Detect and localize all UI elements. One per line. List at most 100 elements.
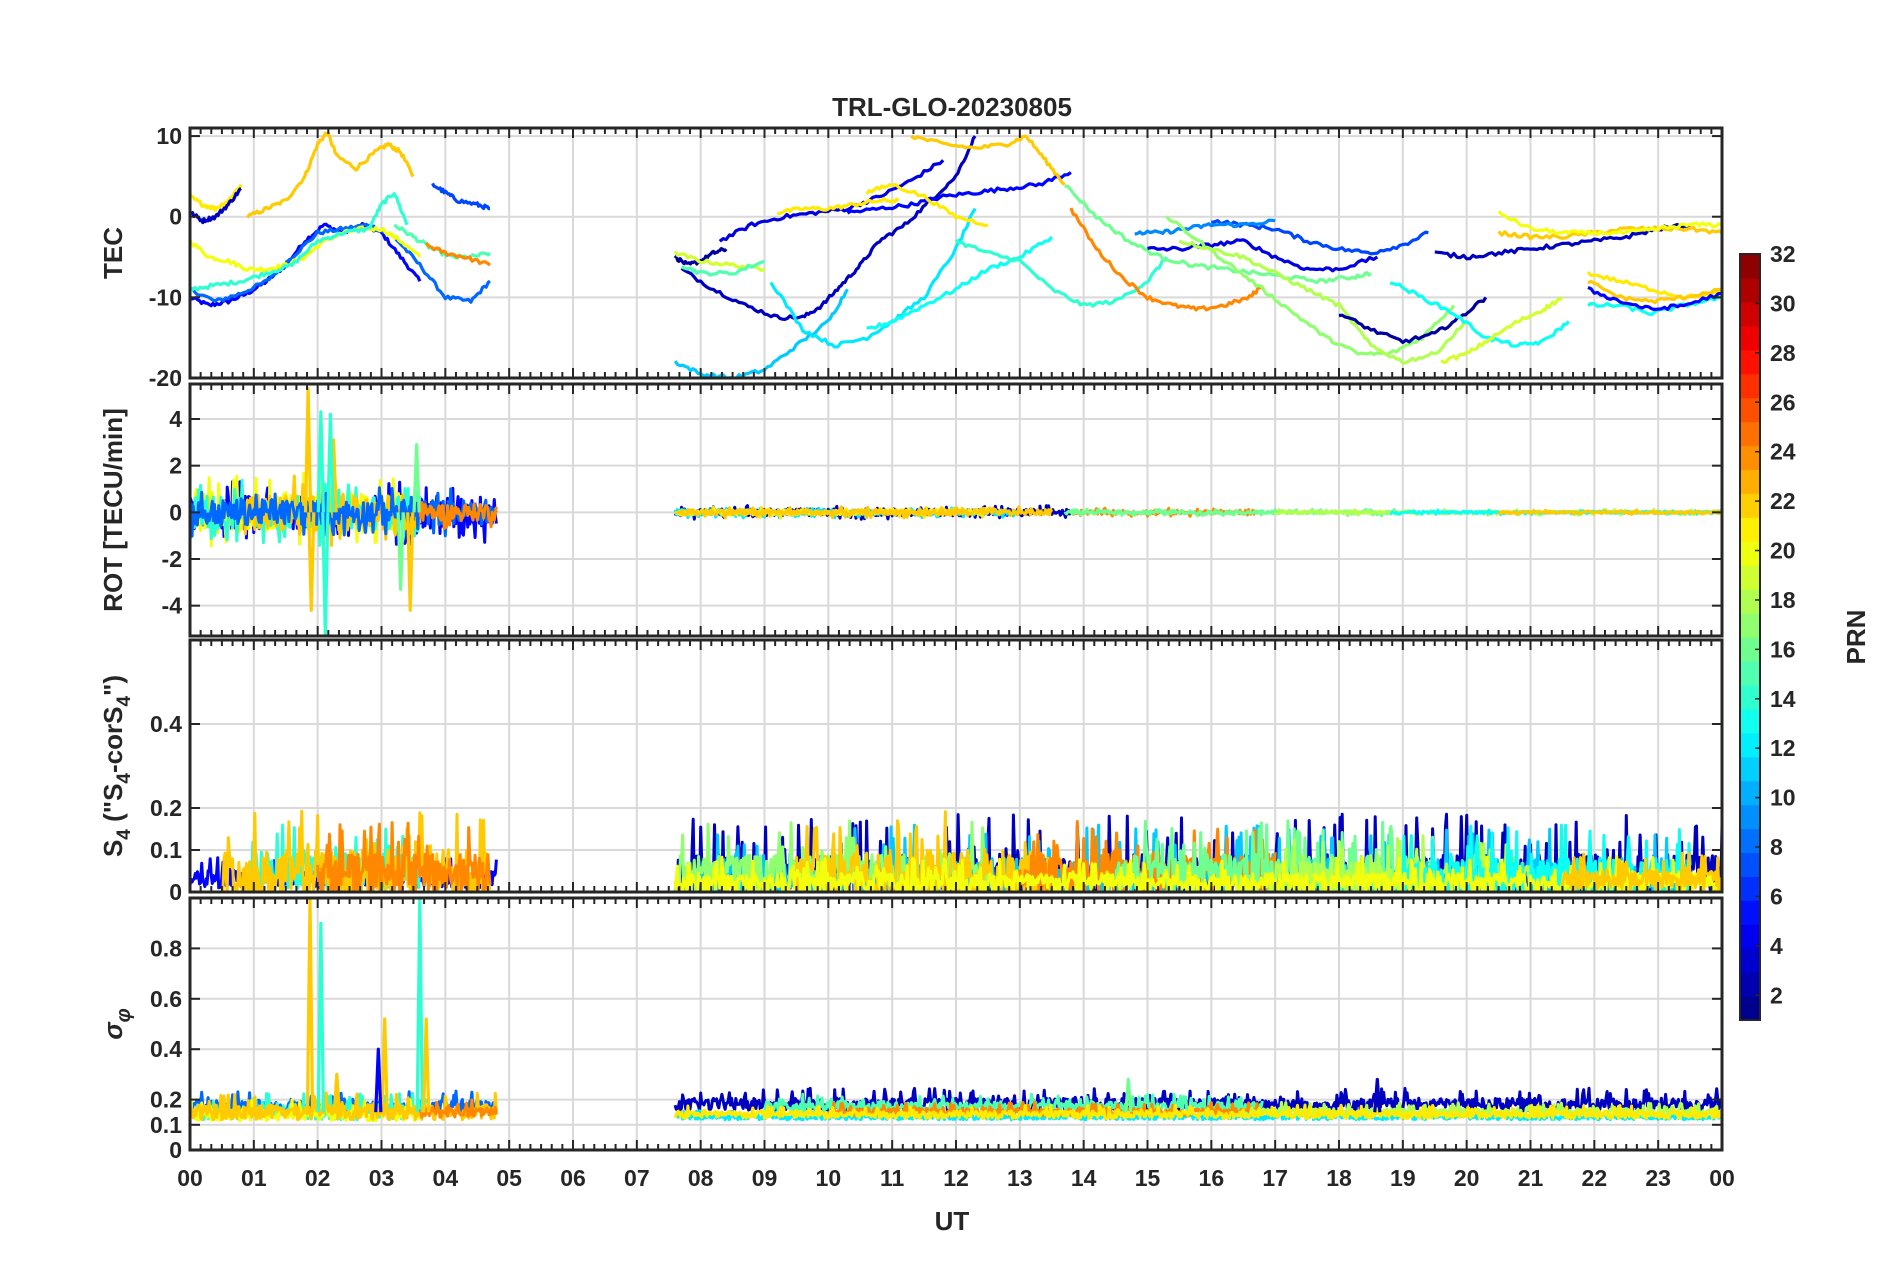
spike-prn-14-1 — [316, 921, 326, 1113]
colorbar-band — [1740, 684, 1760, 710]
series-prn-14-20 — [954, 238, 1169, 308]
spike-prn-22-6 — [406, 512, 415, 612]
spike-prn-14-5 — [415, 898, 424, 1113]
colorbar-band — [1740, 277, 1760, 303]
colorbar-band — [1740, 421, 1760, 447]
colorbar-tick-label: 16 — [1770, 636, 1796, 662]
x-axis-label: UT — [935, 1206, 970, 1236]
colorbar-tick-label: 4 — [1770, 933, 1783, 959]
x-tick-label: 00 — [1709, 1165, 1735, 1191]
y-tick-label: 4 — [169, 406, 182, 432]
spike-prn-22-2 — [332, 1072, 341, 1113]
noise-prn-24-4 — [418, 1098, 498, 1119]
spike-prn-14-2 — [316, 410, 326, 513]
panel-tec: -20 -10 0 10 TEC — [98, 123, 1724, 391]
y-axis-label-tec: TEC — [98, 227, 128, 279]
colorbar-band — [1740, 996, 1760, 1021]
colorbar-frame — [1739, 253, 1761, 1021]
colorbar-tick-label: 32 — [1770, 241, 1796, 267]
colorbar-tick-label: 10 — [1770, 785, 1796, 811]
series-prn-19-32 — [1440, 296, 1564, 365]
y-tick-label: 0.6 — [150, 986, 182, 1012]
series-prn-2-11 — [673, 247, 728, 266]
y-tick-label: 0.2 — [150, 795, 182, 821]
series-prn-13-19 — [866, 235, 1054, 330]
y-tick-label: 0.1 — [150, 837, 182, 863]
chart-title: TRL-GLO-20230805 — [832, 92, 1072, 122]
x-tick-label: 22 — [1582, 1165, 1608, 1191]
colorbar-tick-label: 12 — [1770, 735, 1796, 761]
y-axis-label-rot: ROT [TECU/min] — [98, 408, 128, 612]
colorbar-band — [1740, 517, 1760, 542]
x-tick-label: 06 — [560, 1165, 586, 1191]
series-prn-21-22 — [865, 182, 989, 228]
noise-prn-8-4 — [190, 486, 498, 538]
series-prn-13-31 — [1389, 281, 1570, 348]
y-tick-label: 10 — [156, 123, 182, 149]
noise-prn-22-13 — [1560, 851, 1722, 892]
y-tick-label: -2 — [162, 546, 182, 572]
panel-s4: 0 0.1 0.2 0.4 S4 ("S4-corS4") — [98, 638, 1724, 905]
colorbar-band — [1740, 349, 1760, 375]
series-prn-4-27 — [1147, 238, 1379, 273]
x-tick-label: 01 — [241, 1165, 267, 1191]
colorbar-band — [1740, 397, 1760, 423]
colorbar-band — [1740, 589, 1760, 614]
colorbar-band — [1740, 613, 1760, 638]
series-prn-12-18 — [769, 207, 977, 349]
y-tick-label: -10 — [149, 284, 182, 310]
colorbar-tick-label: 2 — [1770, 982, 1783, 1008]
x-ticks — [189, 640, 1723, 893]
colorbar-band — [1740, 565, 1760, 590]
panel-rot: -4 -2 0 2 4 ROT [TECU/min] — [98, 382, 1724, 638]
series-prn-3-9 — [190, 187, 242, 225]
x-tick-label: 00 — [177, 1165, 203, 1191]
colorbar-tick-label: 22 — [1770, 488, 1796, 514]
colorbar-tick-label: 30 — [1770, 290, 1796, 316]
x-ticks — [189, 384, 1723, 636]
x-tick-label: 04 — [433, 1165, 459, 1191]
colorbar-band — [1740, 852, 1760, 877]
series-prn-20-3 — [190, 225, 422, 273]
series-prn-24-24 — [1069, 207, 1264, 312]
x-tick-label: 15 — [1135, 1165, 1161, 1191]
series-prn-15-16 — [680, 259, 766, 277]
colorbar-band — [1740, 660, 1760, 686]
x-tick-label: 23 — [1645, 1165, 1671, 1191]
spike-prn-22-3 — [380, 1017, 389, 1113]
x-tick-labels: 00 01 02 03 04 05 06 07 08 09 10 11 12 13 14 15 16 17 18 19… — [177, 1165, 1735, 1191]
spike-prn-16-5 — [396, 512, 405, 591]
x-tick-label: 03 — [369, 1165, 395, 1191]
colorbar-band — [1740, 708, 1760, 734]
y-axis-label-s4: S4 ("S4-corS4") — [98, 675, 135, 857]
colorbar-band — [1740, 732, 1760, 758]
colorbar-tick-label: 18 — [1770, 587, 1796, 613]
noise-prn-21-10 — [673, 1103, 1722, 1120]
series-prn-20-35 — [1497, 210, 1722, 237]
y-tick-label: 2 — [169, 453, 182, 479]
series-group — [190, 387, 1722, 636]
colorbar-band — [1740, 469, 1760, 494]
noise-prn-22-14 — [1497, 508, 1722, 516]
series-prn-14-4 — [190, 192, 409, 292]
spike-prn-5-4 — [374, 1047, 383, 1113]
noise-prn-24-3 — [316, 821, 492, 892]
y-tick-label: 0.8 — [150, 935, 182, 961]
x-tick-label: 16 — [1199, 1165, 1225, 1191]
x-tick-label: 21 — [1518, 1165, 1544, 1191]
colorbar-label: PRN — [1841, 610, 1871, 665]
y-tick-label: 0.2 — [150, 1087, 182, 1113]
y-tick-label: 0 — [169, 204, 182, 230]
x-tick-label: 12 — [943, 1165, 969, 1191]
y-tick-label: 0.4 — [150, 1036, 182, 1062]
colorbar-tick-label: 24 — [1770, 439, 1796, 465]
noise-prn-22-3 — [190, 1091, 498, 1122]
colorbar-band — [1740, 373, 1760, 399]
x-tick-label: 10 — [816, 1165, 842, 1191]
spike-prn-22-6 — [422, 1017, 431, 1113]
series-prn-7-7 — [431, 182, 491, 211]
x-tick-label: 17 — [1262, 1165, 1288, 1191]
colorbar-band — [1740, 828, 1760, 854]
x-tick-label: 05 — [496, 1165, 522, 1191]
series-prn-24-6 — [424, 241, 491, 267]
